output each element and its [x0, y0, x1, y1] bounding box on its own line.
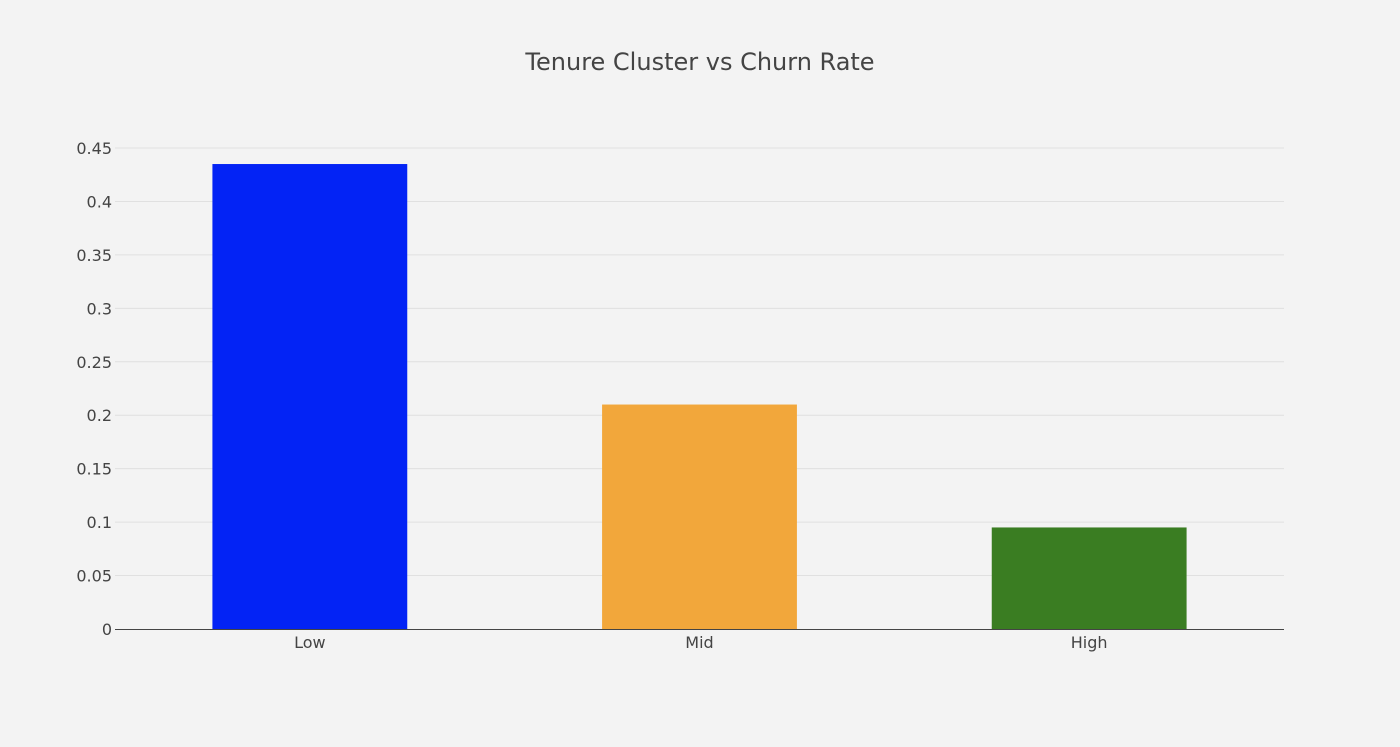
x-axis-tick-labels: Low Mid High	[294, 633, 1107, 652]
y-tick-label: 0.1	[87, 513, 112, 532]
y-tick-label: 0.05	[76, 567, 112, 586]
y-axis-tick-labels: 0 0.05 0.1 0.15 0.2 0.25 0.3 0.35 0.4 0.45	[76, 139, 112, 639]
y-tick-label: 0.25	[76, 353, 112, 372]
y-tick-label: 0.3	[87, 299, 112, 318]
bar-mid	[602, 404, 797, 629]
y-tick-label: 0.35	[76, 246, 112, 265]
y-tick-label: 0.2	[87, 406, 112, 425]
y-tick-label: 0.15	[76, 460, 112, 479]
y-tick-label: 0.45	[76, 139, 112, 158]
y-tick-label: 0.4	[87, 192, 112, 211]
chart-title: Tenure Cluster vs Churn Rate	[524, 48, 874, 76]
bar-low	[212, 164, 408, 630]
x-tick-label: Mid	[685, 633, 713, 652]
y-tick-label: 0	[102, 620, 112, 639]
bar-high	[991, 527, 1187, 629]
x-tick-label: Low	[294, 633, 326, 652]
bars	[212, 164, 1187, 630]
x-tick-label: High	[1071, 633, 1108, 652]
